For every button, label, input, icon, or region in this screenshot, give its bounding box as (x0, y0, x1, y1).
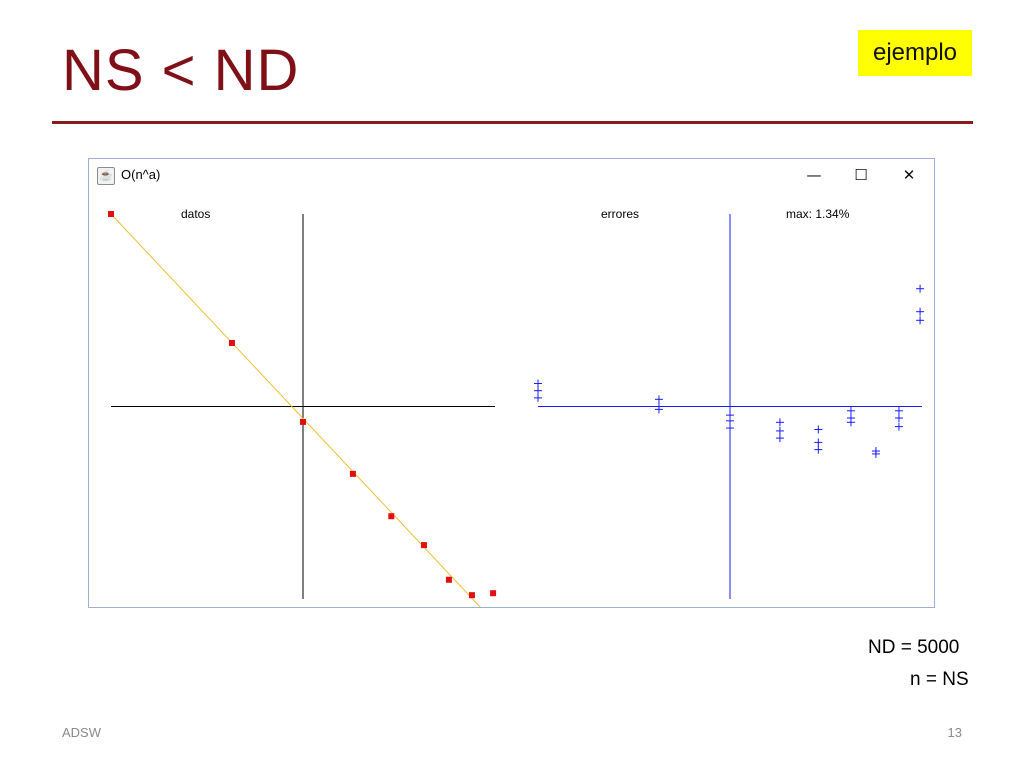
error-plot: errores max: 1.34% (534, 207, 925, 599)
error-point (814, 445, 823, 454)
error-point (534, 393, 542, 402)
error-point (654, 395, 663, 404)
data-point (468, 592, 475, 599)
window-title: O(n^a) (121, 167, 161, 182)
data-point (445, 576, 452, 583)
error-point (654, 405, 663, 414)
fit-line (110, 213, 481, 607)
data-point (300, 418, 306, 425)
page-number: 13 (947, 725, 962, 740)
data-point (420, 542, 427, 549)
data-plot: datos (108, 207, 497, 607)
data-point (490, 590, 497, 597)
note-nd: ND = 5000 (868, 637, 960, 658)
data-plot-title: datos (181, 207, 210, 221)
example-tag: ejemplo (858, 30, 972, 76)
title-divider (52, 121, 973, 124)
error-point (871, 449, 880, 458)
java-cup-icon: ☕ (97, 167, 115, 185)
footer-label: ADSW (62, 725, 101, 740)
error-point (894, 413, 903, 422)
slide-title: NS < ND (62, 38, 300, 103)
error-point (846, 406, 855, 415)
error-point (726, 416, 734, 425)
close-button[interactable]: ✕ (902, 166, 916, 184)
error-point (534, 386, 542, 395)
error-point (916, 307, 925, 316)
minimize-button[interactable]: — (806, 166, 822, 184)
data-point (108, 211, 114, 217)
window-titlebar[interactable]: ☕ O(n^a) — ☐ ✕ (89, 159, 934, 191)
note-n: n = NS (910, 669, 969, 690)
plot-canvas: datos errores max: 1.34% (108, 207, 925, 607)
error-point (846, 418, 855, 427)
error-point (894, 422, 903, 431)
error-point (814, 425, 823, 434)
error-point (775, 418, 784, 427)
plot-window[interactable]: ☕ O(n^a) — ☐ ✕ datos errores max: 1.34% (88, 158, 935, 608)
error-point (534, 379, 542, 388)
error-point (814, 438, 823, 447)
data-point (349, 470, 356, 477)
error-plot-title: errores (601, 207, 639, 221)
maximize-button[interactable]: ☐ (854, 166, 868, 184)
data-point (388, 513, 395, 520)
error-point (916, 284, 925, 293)
error-max-label: max: 1.34% (786, 207, 850, 221)
data-point (228, 339, 235, 346)
error-point (775, 434, 784, 443)
error-point (726, 424, 734, 433)
error-point (775, 426, 784, 435)
error-point (894, 406, 903, 415)
error-point (916, 316, 925, 325)
